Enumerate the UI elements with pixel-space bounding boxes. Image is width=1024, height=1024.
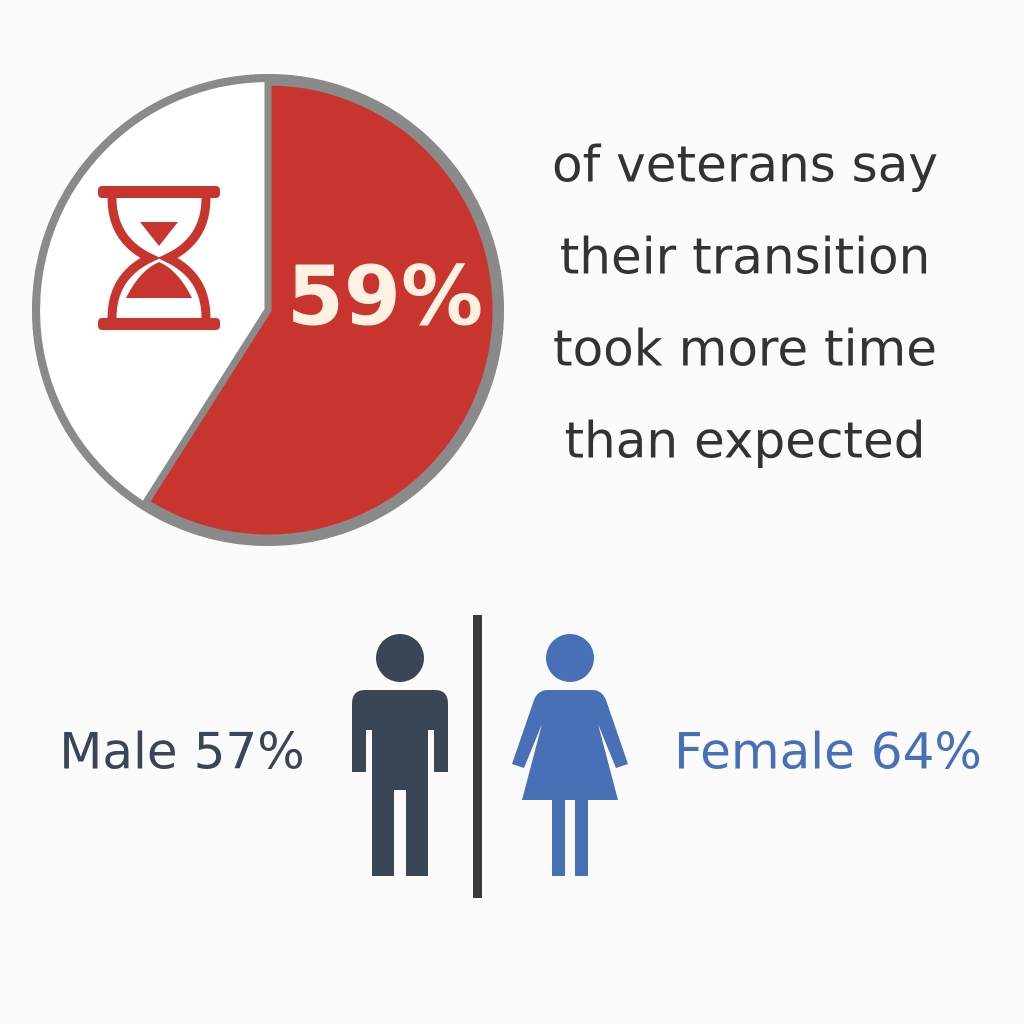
hourglass-bottom [98,318,220,330]
male-icon [352,634,448,876]
caption-line: of veterans say [552,136,938,194]
pie-slice [140,78,500,542]
caption-line: their transition [560,228,931,286]
female-label: Female 64% [674,723,982,781]
female-head [546,634,594,682]
caption-line: took more time [553,320,937,378]
hourglass-glass [107,197,211,319]
male-body [352,690,448,876]
female-icon [512,634,628,876]
pie-value-label: 59% [287,249,483,344]
divider [473,615,482,898]
male-head [376,634,424,682]
caption: of veterans say their transition took mo… [552,136,938,470]
caption-line: than expected [564,412,925,470]
male-label: Male 57% [59,723,304,781]
hourglass-sand [126,222,192,298]
hourglass-icon [98,186,220,330]
female-body [512,690,628,876]
pie-outline [32,74,504,546]
hourglass-top [98,186,220,198]
